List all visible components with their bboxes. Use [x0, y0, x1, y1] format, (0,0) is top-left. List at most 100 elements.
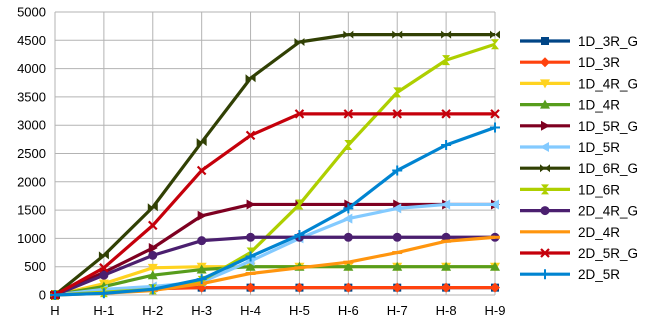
data-point: [442, 55, 451, 66]
data-point: [245, 271, 256, 275]
data-point: [99, 263, 109, 273]
data-point: [246, 232, 256, 242]
legend-entry: 1D_6R_G: [520, 161, 638, 176]
data-point: [392, 165, 403, 176]
legend-swatch-marker: [540, 248, 550, 258]
legend-entry: 2D_4R: [520, 225, 620, 240]
legend-swatch-marker: [540, 269, 550, 280]
data-point: [343, 260, 354, 264]
data-point: [245, 261, 256, 271]
legend-label: 1D_3R_G: [578, 34, 638, 49]
data-point: [490, 282, 500, 293]
data-point: [246, 199, 256, 210]
data-point: [294, 37, 305, 46]
series-lines: [50, 30, 500, 300]
data-point: [294, 230, 305, 241]
data-point: [196, 138, 207, 147]
legend-swatch-marker: [540, 164, 550, 173]
data-point: [294, 266, 305, 270]
y-tick-label: 2500: [17, 146, 46, 161]
data-point: [343, 282, 354, 293]
legend-swatch-marker: [540, 230, 550, 234]
data-point: [491, 39, 499, 50]
data-point: [490, 122, 500, 133]
legend-entry: 2D_4R_G: [520, 204, 638, 219]
data-point: [392, 30, 403, 39]
data-point: [441, 109, 451, 119]
x-tick-label: H: [50, 303, 59, 318]
y-tick-label: 1500: [17, 203, 46, 218]
x-tick-label: H-8: [436, 303, 457, 318]
legend-swatch-marker: [541, 37, 549, 45]
legend-swatch-marker: [540, 206, 550, 216]
data-point: [343, 30, 354, 39]
legend-label: 1D_4R_G: [578, 76, 638, 91]
x-tick-label: H-1: [93, 303, 114, 318]
legend-entry: 2D_5R: [520, 267, 620, 282]
data-point: [245, 130, 256, 141]
data-point: [245, 282, 256, 293]
legend-label: 1D_5R: [578, 140, 620, 155]
data-point: [148, 243, 158, 254]
data-point: [294, 109, 305, 119]
data-point: [490, 199, 499, 210]
series-line: [54, 202, 495, 297]
y-tick-label: 3500: [17, 89, 46, 104]
data-point: [343, 109, 354, 119]
x-tick-label: H-5: [289, 303, 310, 318]
legend-entry: 1D_4R_G: [520, 76, 638, 91]
legend-swatch-marker: [541, 120, 550, 131]
series-line: [54, 112, 495, 297]
x-tick-label: H-7: [387, 303, 408, 318]
legend-swatch-marker: [540, 142, 549, 152]
data-point: [98, 288, 109, 299]
data-point: [441, 199, 451, 210]
series-2d-5r: [50, 122, 500, 300]
legend-entry: 1D_6R: [520, 182, 620, 197]
y-tick-label: 1000: [17, 231, 46, 246]
x-tick-label: H-6: [338, 303, 359, 318]
legend-label: 1D_6R_G: [578, 161, 638, 176]
y-tick-label: 0: [39, 288, 46, 303]
legend-label: 2D_5R_G: [578, 246, 638, 261]
data-point: [392, 251, 403, 255]
legend-label: 2D_5R: [578, 267, 620, 282]
data-point: [148, 220, 158, 231]
series-line: [54, 125, 496, 297]
data-point: [196, 274, 207, 285]
data-point: [392, 203, 402, 214]
legend-swatch-marker: [540, 79, 550, 89]
legend-label: 1D_5R_G: [578, 119, 638, 134]
series-line: [54, 265, 495, 297]
data-point: [294, 282, 305, 293]
x-tick-label: H-9: [485, 303, 506, 318]
data-point: [392, 282, 403, 293]
legend-label: 1D_4R: [578, 98, 620, 113]
legend-label: 2D_4R: [578, 225, 620, 240]
y-tick-label: 4000: [17, 61, 46, 76]
series-1d-6r: [51, 39, 499, 300]
data-point: [196, 165, 207, 176]
data-point: [147, 203, 158, 212]
data-point: [490, 235, 500, 239]
data-point: [295, 199, 304, 210]
data-point: [441, 30, 452, 39]
y-tick-label: 500: [24, 259, 46, 274]
data-point: [343, 261, 354, 271]
data-point: [147, 284, 158, 295]
data-point: [147, 263, 158, 273]
y-tick-label: 2000: [17, 174, 46, 189]
data-point: [393, 87, 402, 98]
series-line: [54, 235, 495, 297]
data-point: [343, 213, 353, 224]
x-tick-label: H-2: [142, 303, 163, 318]
y-tick-label: 4500: [17, 33, 46, 48]
data-point: [490, 261, 500, 271]
legend-entry: 1D_3R_G: [520, 34, 638, 49]
data-point: [490, 30, 500, 39]
data-point: [344, 140, 353, 151]
series-line: [54, 42, 496, 297]
legend-entry: 1D_4R: [520, 98, 620, 113]
